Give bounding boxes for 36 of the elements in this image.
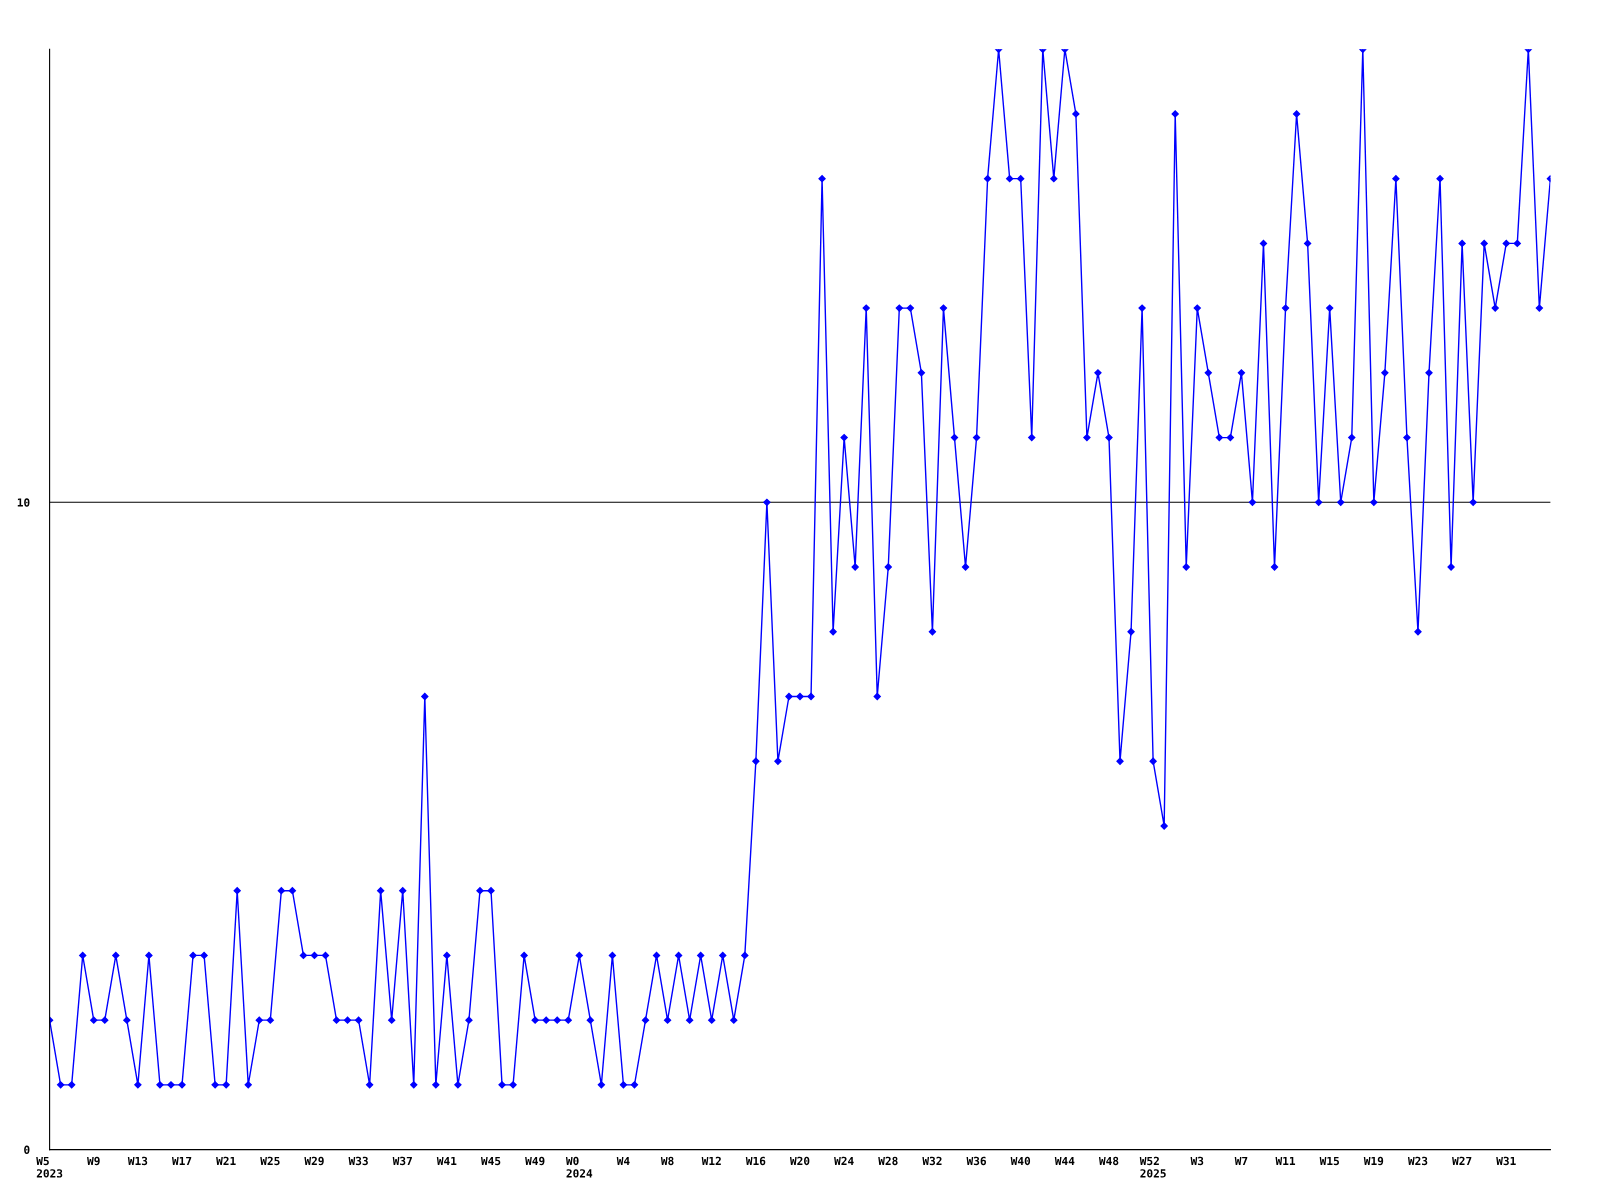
x-tick-label: W21 bbox=[216, 1156, 236, 1165]
x-tick-label: W24 bbox=[834, 1156, 854, 1165]
x-tick-label: W13 bbox=[127, 1156, 148, 1166]
x-tick-label: W29 bbox=[304, 1156, 324, 1166]
x-tick-label: W16 bbox=[745, 1156, 766, 1166]
x-tick-label: W45 bbox=[480, 1156, 501, 1166]
x-tick-label: W8 bbox=[660, 1156, 674, 1166]
x-tick-label: W33 bbox=[348, 1156, 368, 1166]
x-tick-label: W52 2025 bbox=[1139, 1156, 1166, 1178]
x-tick-label: W19 bbox=[1363, 1156, 1384, 1166]
x-tick-label: W28 bbox=[878, 1156, 898, 1166]
x-tick-label: W5 2023 bbox=[36, 1156, 63, 1178]
x-tick-label: W15 bbox=[1319, 1156, 1339, 1166]
x-tick-label: W9 bbox=[87, 1156, 100, 1166]
x-tick-label: W23 bbox=[1407, 1156, 1428, 1166]
x-tick-label: W20 bbox=[789, 1156, 810, 1166]
y-tick-label: 10 bbox=[17, 498, 30, 507]
x-tick-label: W41 bbox=[436, 1156, 457, 1165]
x-tick-label: W25 bbox=[260, 1156, 280, 1166]
x-tick-label: W0 2024 bbox=[565, 1156, 593, 1178]
y-tick-label: 0 bbox=[24, 1145, 30, 1154]
x-tick-label: W7 bbox=[1234, 1156, 1248, 1165]
x-tick-label: W36 bbox=[966, 1156, 986, 1166]
x-tick-label: W48 bbox=[1098, 1156, 1119, 1166]
x-tick-label: W44 bbox=[1054, 1156, 1075, 1165]
x-tick-label: W37 bbox=[392, 1156, 412, 1166]
x-tick-label: W17 bbox=[171, 1156, 192, 1165]
x-tick-label: W32 bbox=[922, 1156, 942, 1166]
x-tick-label: W3 bbox=[1190, 1156, 1204, 1166]
x-tick-label: W4 bbox=[616, 1156, 630, 1165]
x-tick-label: W12 bbox=[701, 1156, 721, 1165]
x-tick-label: W31 bbox=[1496, 1156, 1516, 1166]
x-tick-label: W11 bbox=[1275, 1156, 1296, 1165]
x-tick-label: W40 bbox=[1010, 1156, 1031, 1166]
x-tick-label: W27 bbox=[1452, 1156, 1472, 1165]
x-tick-label: W49 bbox=[525, 1156, 545, 1166]
